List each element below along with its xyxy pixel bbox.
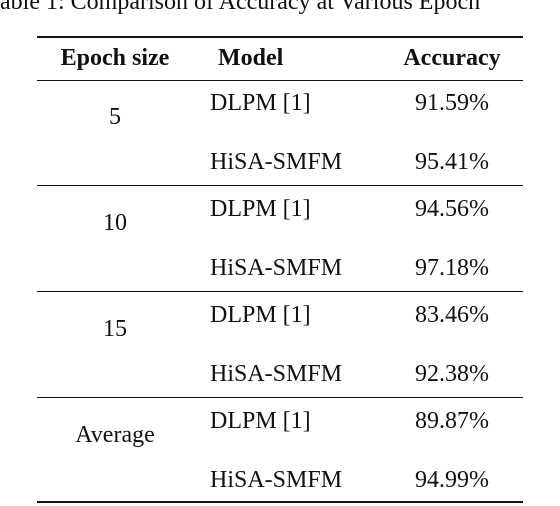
column-header: Accuracy (403, 45, 501, 71)
accuracy-cell: 97.18% (415, 255, 489, 281)
table-rule (37, 501, 523, 503)
table-rule (37, 291, 523, 293)
model-cell: DLPM [1] (210, 408, 311, 434)
accuracy-cell: 83.46% (415, 302, 489, 328)
table-rule (37, 80, 523, 82)
epoch-cell: 15 (103, 316, 127, 342)
table-caption: able 1: Comparison of Accuracy at Variou… (0, 0, 481, 15)
accuracy-cell: 94.56% (415, 196, 489, 222)
model-cell: DLPM [1] (210, 302, 311, 328)
table-rule (37, 397, 523, 399)
epoch-cell: Average (75, 422, 155, 448)
table-rule (37, 185, 523, 187)
model-cell: HiSA-SMFM (210, 361, 343, 387)
accuracy-cell: 95.41% (415, 149, 489, 175)
table-rule (37, 36, 523, 38)
model-cell: DLPM [1] (210, 196, 311, 222)
epoch-cell: 10 (103, 210, 127, 236)
model-cell: HiSA-SMFM (210, 149, 343, 175)
column-header: Model (218, 45, 284, 71)
epoch-cell: 5 (109, 104, 121, 130)
model-cell: HiSA-SMFM (210, 467, 343, 493)
column-header: Epoch size (60, 45, 170, 71)
accuracy-cell: 89.87% (415, 408, 489, 434)
accuracy-cell: 91.59% (415, 90, 489, 116)
accuracy-cell: 92.38% (415, 361, 489, 387)
model-cell: DLPM [1] (210, 90, 311, 116)
accuracy-cell: 94.99% (415, 467, 489, 493)
model-cell: HiSA-SMFM (210, 255, 343, 281)
